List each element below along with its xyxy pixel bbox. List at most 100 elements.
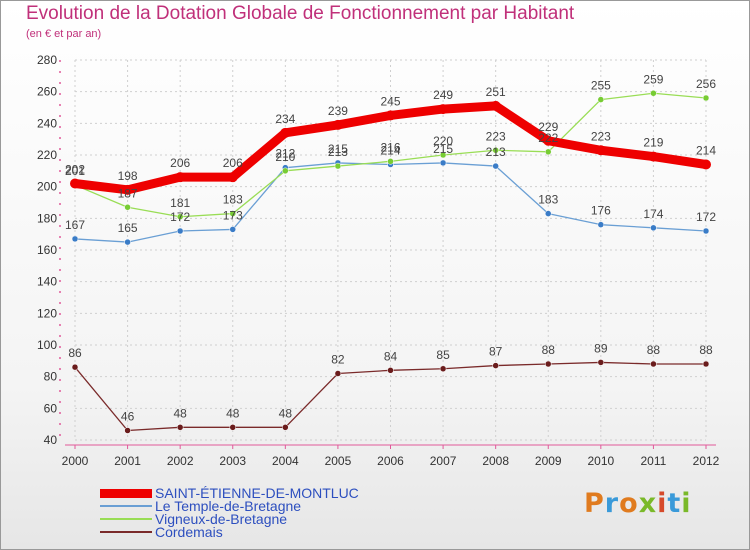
- data-point: [70, 178, 80, 189]
- y-tick-label: 280: [37, 53, 57, 67]
- series-lines: [70, 90, 711, 434]
- data-label: 223: [486, 129, 506, 143]
- data-label: 183: [538, 193, 558, 207]
- legend-swatch: [100, 518, 152, 520]
- legend-label: Cordemais: [155, 524, 223, 540]
- data-point: [71, 363, 79, 371]
- data-point: [492, 147, 499, 154]
- data-label: 82: [331, 353, 345, 367]
- data-point: [387, 367, 394, 374]
- data-point: [282, 424, 289, 431]
- x-tick-label: 2002: [167, 454, 194, 468]
- data-label: 201: [65, 164, 85, 178]
- data-point: [332, 119, 343, 130]
- data-label: 167: [65, 218, 85, 232]
- data-point: [545, 210, 552, 217]
- data-point: [439, 365, 447, 372]
- data-label: 198: [118, 169, 138, 183]
- logo-letter: t: [667, 488, 682, 519]
- data-point: [282, 167, 289, 175]
- data-point: [490, 100, 501, 111]
- data-label: 219: [643, 136, 663, 150]
- data-label: 222: [538, 131, 558, 145]
- logo-letter: i: [681, 488, 692, 519]
- data-label: 214: [380, 144, 400, 158]
- y-tick-label: 200: [37, 180, 57, 194]
- data-label: 85: [436, 348, 450, 362]
- data-point: [280, 127, 291, 138]
- y-tick-label: 80: [44, 370, 58, 384]
- data-label: 176: [591, 204, 611, 218]
- data-label: 89: [594, 341, 608, 355]
- data-point: [439, 151, 447, 159]
- data-point: [438, 104, 449, 115]
- logo-letter: o: [619, 488, 639, 519]
- data-label: 245: [380, 94, 400, 108]
- data-label: 251: [486, 85, 506, 99]
- data-point: [702, 227, 710, 235]
- data-point: [334, 162, 342, 170]
- data-label: 86: [68, 346, 82, 360]
- data-label: 88: [699, 343, 713, 357]
- data-label: 87: [489, 345, 503, 359]
- data-label: 216: [380, 140, 400, 154]
- data-label: 223: [591, 129, 611, 143]
- x-tick-label: 2006: [377, 454, 404, 468]
- legend-label: Le Temple-de-Bretagne: [155, 498, 302, 514]
- data-point: [702, 360, 710, 368]
- data-point: [176, 213, 184, 220]
- data-label: 48: [279, 406, 293, 420]
- data-label: 173: [223, 208, 243, 222]
- data-label: 213: [486, 145, 506, 159]
- data-label: 88: [647, 343, 661, 357]
- logo-letter: P: [584, 488, 605, 519]
- data-point: [650, 224, 657, 232]
- data-label: 229: [538, 120, 558, 134]
- data-label: 259: [643, 72, 663, 86]
- grid: [74, 59, 707, 441]
- data-point: [701, 159, 711, 170]
- data-label: 215: [328, 142, 348, 156]
- data-point: [545, 360, 552, 368]
- chart-title: Evolution de la Dotation Globale de Fonc…: [26, 3, 575, 24]
- data-point: [229, 424, 236, 431]
- data-label: 214: [696, 144, 716, 158]
- x-tick-label: 2004: [272, 454, 299, 468]
- legend-swatch: [100, 505, 152, 507]
- data-label: 210: [275, 150, 295, 164]
- data-point: [492, 362, 499, 369]
- data-label: 234: [275, 112, 295, 126]
- legend-item: Vigneux-de-Bretagne: [100, 511, 400, 527]
- data-point: [229, 210, 236, 217]
- data-label: 172: [696, 210, 716, 224]
- data-point: [545, 148, 552, 156]
- data-point: [702, 94, 710, 102]
- data-point: [124, 238, 131, 246]
- data-point: [492, 162, 499, 170]
- y-tick-label: 40: [44, 433, 58, 447]
- data-label: 48: [226, 406, 240, 420]
- x-tick-label: 2000: [62, 454, 89, 468]
- data-label: 215: [433, 142, 453, 156]
- data-label: 165: [118, 221, 138, 235]
- data-label: 212: [275, 147, 295, 161]
- data-point: [597, 359, 605, 366]
- data-label: 249: [433, 88, 453, 102]
- data-point: [543, 135, 554, 146]
- chart-subtitle: (en € et par an): [26, 28, 102, 40]
- data-point: [176, 424, 184, 431]
- data-point: [124, 427, 131, 434]
- data-point: [648, 151, 659, 162]
- logo-letter: r: [604, 488, 620, 519]
- legend-item: Cordemais: [100, 524, 400, 540]
- legend-swatch: [100, 488, 152, 498]
- x-tick-label: 2008: [482, 454, 509, 468]
- x-tick-label: 2001: [114, 454, 141, 468]
- data-label: 256: [696, 77, 716, 91]
- y-tick-label: 260: [37, 85, 57, 99]
- logo-letter: x: [638, 488, 658, 519]
- data-label: 88: [542, 343, 556, 357]
- data-label: 206: [170, 156, 190, 170]
- data-point: [385, 110, 396, 121]
- x-tick-label: 2005: [325, 454, 352, 468]
